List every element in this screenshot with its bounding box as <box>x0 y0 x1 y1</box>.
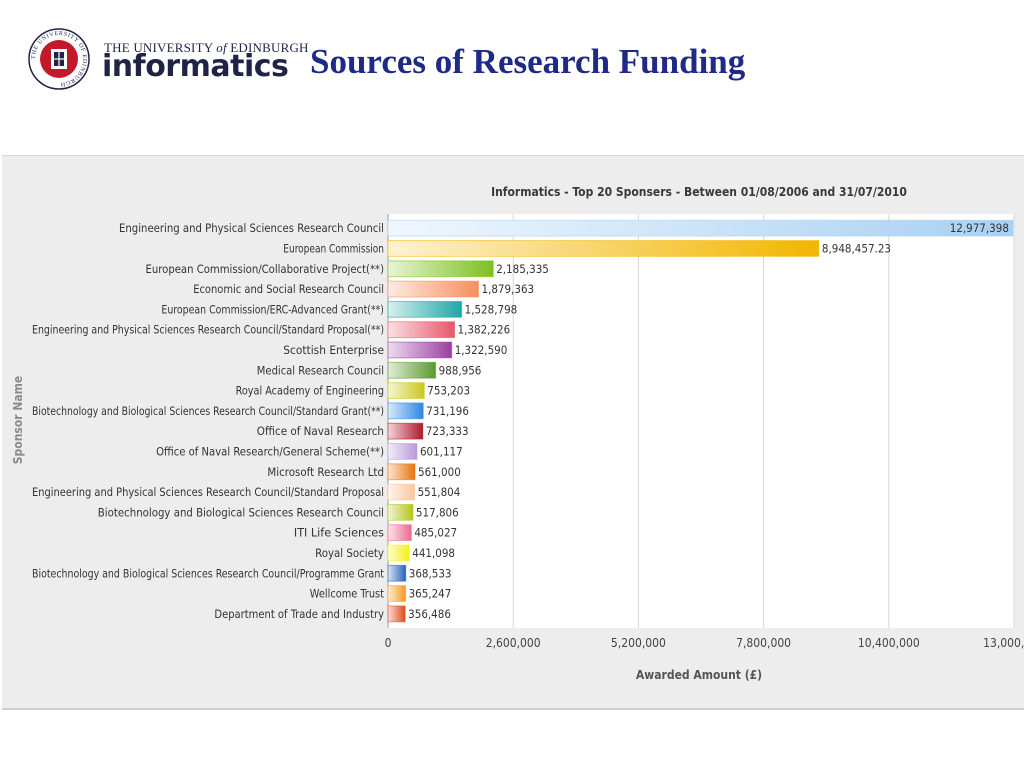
category-label: Scottish Enterprise <box>283 343 384 357</box>
value-label: 365,247 <box>409 587 452 601</box>
bar <box>387 361 437 379</box>
value-label: 2,185,335 <box>496 262 549 276</box>
bar <box>387 483 416 501</box>
bar <box>387 503 414 521</box>
bar <box>387 463 416 481</box>
category-label: Biotechnology and Biological Sciences Re… <box>32 566 384 580</box>
bar <box>387 321 456 339</box>
category-label: European Commission <box>283 241 384 255</box>
chart-panel: 0 2,600,000 5,200,000 7,800,000 10,400,000 13… <box>2 155 1024 710</box>
bar <box>387 382 425 399</box>
value-label: 988,956 <box>439 363 482 377</box>
category-label: Engineering and Physical Sciences Resear… <box>32 485 384 499</box>
category-label: Medical Research Council <box>257 363 384 377</box>
bar <box>387 300 463 318</box>
value-label: 601,117 <box>420 444 463 458</box>
chart-title: Informatics - Top 20 Sponsers - Between … <box>491 185 907 199</box>
value-label: 723,333 <box>426 424 469 438</box>
bar <box>387 402 424 420</box>
bar <box>387 280 479 298</box>
bar <box>387 240 820 257</box>
university-seal-icon: THE UNIVERSITY OF EDINBURGH <box>28 28 90 90</box>
bar <box>387 585 407 602</box>
category-label: Biotechnology and Biological Sciences Re… <box>32 404 384 418</box>
value-label: 485,027 <box>414 526 457 540</box>
bar <box>387 219 1014 237</box>
brand-logo-text: informatics <box>102 49 289 84</box>
category-label: Engineering and Physical Sciences Resear… <box>32 323 384 337</box>
category-label: Engineering and Physical Sciences Resear… <box>119 221 384 235</box>
bar <box>387 260 494 278</box>
bar <box>387 341 453 359</box>
bar <box>387 605 406 623</box>
value-label: 368,533 <box>409 566 452 580</box>
x-tick-label: 0 <box>385 636 392 650</box>
x-tick-label: 10,400,000 <box>858 636 920 650</box>
category-label: European Commission/ERC-Advanced Grant(*… <box>161 302 384 316</box>
value-label: 517,806 <box>416 505 459 519</box>
value-label: 12,977,398 <box>950 221 1009 235</box>
bar <box>387 524 412 542</box>
y-axis-label: Sponsor Name <box>11 376 25 464</box>
value-label: 1,382,226 <box>458 323 511 337</box>
bar <box>387 564 407 582</box>
value-label: 551,804 <box>418 485 461 499</box>
bar <box>387 544 410 562</box>
value-label: 753,203 <box>427 384 470 398</box>
bar <box>387 443 418 460</box>
value-label: 1,528,798 <box>465 302 518 316</box>
university-name-of: of <box>216 40 227 55</box>
value-label: 8,948,457.23 <box>822 241 891 255</box>
category-label: Office of Naval Research <box>257 424 384 438</box>
value-label: 356,486 <box>408 607 451 621</box>
category-label: Royal Academy of Engineering <box>236 384 384 398</box>
category-label: ITI Life Sciences <box>294 526 384 540</box>
category-label: Department of Trade and Industry <box>214 607 384 621</box>
category-label: Microsoft Research Ltd <box>267 465 384 479</box>
bar <box>387 422 424 440</box>
slide-title: Sources of Research Funding <box>310 42 746 81</box>
slide-header: THE UNIVERSITY OF EDINBURGH THE UNIVERSI… <box>0 0 1024 150</box>
x-tick-label: 2,600,000 <box>486 636 541 650</box>
value-label: 1,322,590 <box>455 343 508 357</box>
category-label: Economic and Social Research Council <box>193 282 384 296</box>
bar-chart: 0 2,600,000 5,200,000 7,800,000 10,400,000 13… <box>11 185 1024 682</box>
category-label: European Commission/Collaborative Projec… <box>146 262 385 276</box>
university-name-pre: THE UNIVERSITY <box>104 40 213 55</box>
category-label: Royal Society <box>315 546 384 560</box>
value-label: 1,879,363 <box>481 282 534 296</box>
university-name: THE UNIVERSITY of EDINBURGH <box>104 40 309 56</box>
value-label: 561,000 <box>418 465 461 479</box>
value-label: 441,098 <box>412 546 455 560</box>
category-label: Biotechnology and Biological Sciences Re… <box>98 505 384 519</box>
value-label: 731,196 <box>426 404 469 418</box>
university-name-post: EDINBURGH <box>230 40 309 55</box>
x-tick-label: 7,800,000 <box>736 636 791 650</box>
x-tick-label: 5,200,000 <box>611 636 666 650</box>
category-label: Wellcome Trust <box>310 587 384 601</box>
x-axis-label: Awarded Amount (£) <box>636 668 762 682</box>
category-label: Office of Naval Research/General Scheme(… <box>156 444 384 458</box>
x-tick-label: 13,000,000 <box>983 636 1024 650</box>
plot-area <box>388 214 1014 628</box>
